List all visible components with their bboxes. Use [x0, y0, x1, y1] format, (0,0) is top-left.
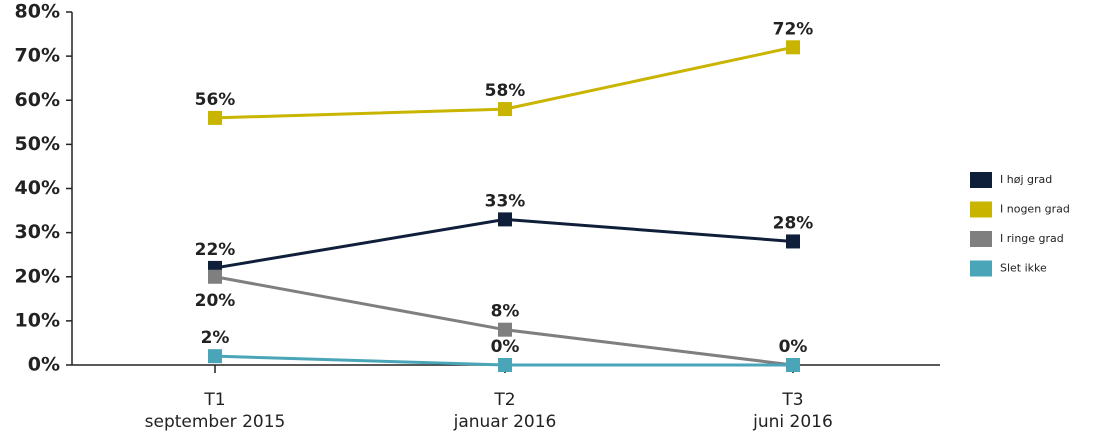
y-tick-label: 40% [15, 177, 60, 199]
legend-label: I høj grad [1000, 173, 1052, 186]
data-label: 58% [485, 81, 526, 101]
marker [786, 40, 800, 55]
y-tick-label: 70% [15, 45, 60, 67]
marker [498, 212, 512, 227]
marker [498, 322, 512, 337]
x-tick-label: T2 januar 2016 [453, 390, 557, 432]
marker [208, 349, 222, 364]
x-tick-label: T3 juni 2016 [753, 390, 833, 432]
data-label: 33% [485, 191, 526, 211]
x-tick-label: T1 september 2015 [144, 390, 286, 432]
legend-label: I ringe grad [1000, 232, 1064, 245]
legend-label: Slet ikke [1000, 262, 1047, 275]
data-label: 0% [779, 337, 808, 357]
data-label: 20% [195, 291, 236, 311]
y-tick-label: 10% [15, 309, 60, 331]
data-label: 8% [491, 302, 520, 322]
legend-swatch [970, 172, 992, 188]
legend-label: I nogen grad [1000, 203, 1070, 216]
marker [498, 102, 512, 117]
data-label: 56% [195, 90, 236, 110]
legend-swatch [970, 260, 992, 277]
series-line [214, 217, 794, 270]
data-label: 0% [491, 337, 520, 357]
marker [208, 110, 222, 125]
y-tick-label: 60% [15, 89, 60, 111]
marker [498, 358, 512, 372]
marker [208, 269, 222, 284]
data-label: 22% [195, 240, 236, 260]
y-tick-label: 80% [15, 1, 60, 23]
y-tick-label: 30% [15, 221, 60, 243]
data-label: 28% [773, 213, 814, 233]
data-label: 2% [201, 328, 230, 348]
marker [786, 358, 800, 372]
data-label: 72% [773, 19, 814, 39]
y-tick-label: 0% [28, 354, 60, 376]
marker [786, 234, 800, 249]
y-tick-label: 20% [15, 265, 60, 287]
y-tick-label: 50% [15, 133, 60, 155]
legend-swatch [970, 231, 992, 247]
legend-swatch [970, 201, 992, 218]
